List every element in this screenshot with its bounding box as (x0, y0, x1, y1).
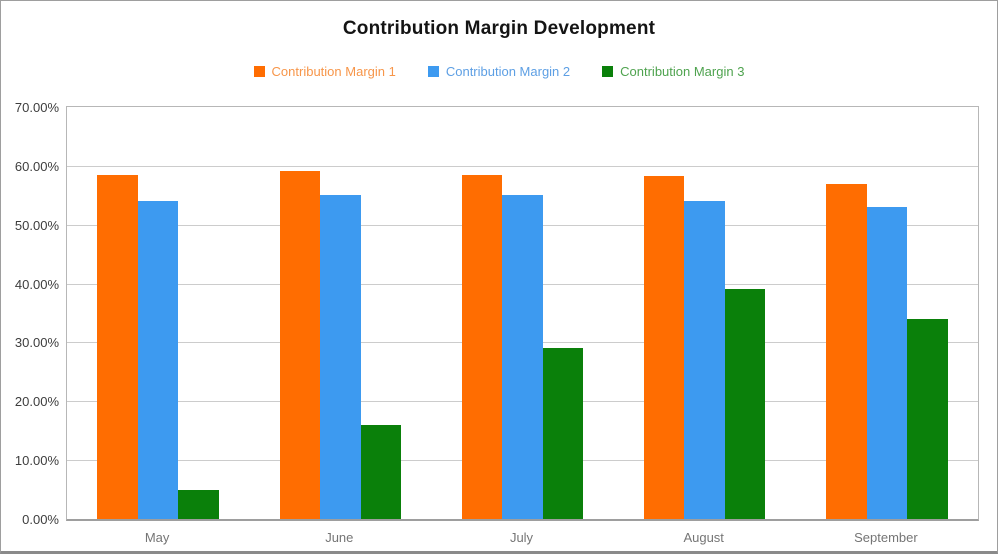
bar-august-series-1 (643, 176, 685, 519)
y-axis-tick-label-60-percent: 60.00% (14, 158, 59, 174)
bar-june-series-1 (279, 170, 321, 519)
bar-july-series-2 (502, 195, 543, 519)
x-axis-label-july: July (509, 530, 534, 545)
legend-label: Contribution Margin 2 (445, 64, 571, 79)
chart-legend: Contribution Margin 1 Contribution Margi… (1, 64, 997, 79)
y-axis-tick-label-50-percent: 50.00% (14, 217, 59, 233)
y-axis-tick-label-30-percent: 30.00% (14, 335, 59, 351)
legend-entry-contribution-margin-2: Contribution Margin 2 (427, 64, 571, 79)
legend-swatch-icon (253, 66, 265, 77)
x-axis-label-september: September (854, 530, 918, 545)
legend-entry-contribution-margin-1: Contribution Margin 1 (253, 64, 396, 79)
gridline-60-percent (67, 165, 978, 167)
y-axis-tick-label-10-percent: 10.00% (14, 453, 59, 469)
bar-september-series-2 (866, 207, 908, 519)
x-axis-label-august: August (683, 530, 724, 545)
x-axis-label-may: May (144, 530, 170, 545)
legend-label: Contribution Margin 1 (271, 64, 396, 79)
bar-june-series-2 (320, 195, 361, 519)
y-axis-tick-label-40-percent: 40.00% (14, 276, 59, 292)
legend-entry-contribution-margin-3: Contribution Margin 3 (602, 64, 744, 79)
y-axis-tick-label-20-percent: 20.00% (14, 394, 59, 410)
y-axis-tick-label-0-percent: 0.00% (22, 512, 59, 527)
y-axis-tick-label-70-percent: 70.00% (14, 100, 59, 115)
bar-august-series-3 (724, 289, 766, 519)
legend-swatch-icon (602, 66, 614, 77)
legend-label: Contribution Margin 3 (620, 64, 745, 79)
bar-september-series-3 (907, 318, 948, 519)
legend-swatch-icon (427, 66, 439, 77)
x-axis-label-june: June (325, 530, 354, 545)
bar-june-series-3 (360, 424, 402, 519)
bar-september-series-1 (826, 184, 867, 519)
chart-title: Contribution Margin Development (342, 18, 656, 39)
bar-july-series-3 (542, 348, 584, 519)
bar-may-series-3 (178, 489, 219, 519)
plot-area (66, 106, 979, 521)
bar-may-series-1 (97, 174, 138, 519)
bar-may-series-2 (137, 201, 179, 519)
bar-july-series-1 (461, 174, 503, 519)
bar-august-series-2 (684, 201, 725, 519)
